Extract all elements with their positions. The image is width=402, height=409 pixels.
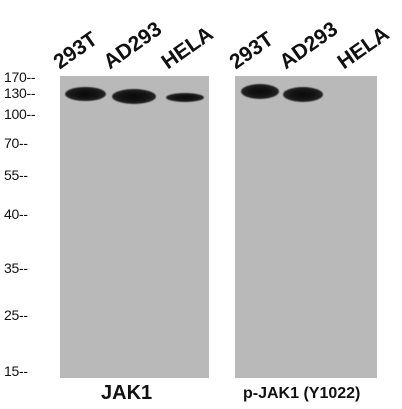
panel-title-jak1: JAK1: [101, 382, 153, 404]
mw-marker-35: 35--: [4, 260, 28, 276]
mw-marker-55: 55--: [4, 167, 28, 183]
band-ad293-pjak1: [283, 87, 323, 102]
lane-label-hela-panel1: HELA: [157, 22, 218, 74]
band-293t-pjak1: [241, 84, 279, 99]
band-293t-jak1: [65, 87, 106, 101]
mw-marker-25: 25--: [4, 307, 28, 323]
mw-marker-15: 15--: [4, 363, 28, 379]
lane-label-hela-panel2: HELA: [333, 22, 394, 74]
band-ad293-jak1: [112, 89, 156, 104]
blot-panel-jak1: [60, 76, 209, 378]
lane-label-ad293-panel2: AD293: [275, 17, 343, 74]
mw-marker-40: 40--: [4, 206, 28, 222]
band-hela-jak1: [166, 93, 204, 102]
mw-marker-170: 170--: [4, 69, 36, 85]
mw-marker-100: 100--: [4, 106, 36, 122]
lane-label-293t-panel2: 293T: [225, 27, 278, 74]
lane-label-293t-panel1: 293T: [49, 27, 102, 74]
panel-title-pjak1: p-JAK1 (Y1022): [243, 385, 361, 402]
blot-panel-pjak1: [235, 76, 377, 378]
mw-marker-70: 70--: [4, 135, 28, 151]
mw-marker-130: 130--: [4, 85, 36, 101]
lane-label-ad293-panel1: AD293: [99, 17, 167, 74]
